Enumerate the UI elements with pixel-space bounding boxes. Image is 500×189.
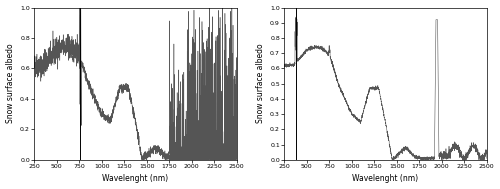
Y-axis label: Snow surface albedo: Snow surface albedo (256, 44, 264, 123)
Y-axis label: Snow surface albedo: Snow surface albedo (6, 44, 15, 123)
X-axis label: Wavelenght (nm): Wavelenght (nm) (102, 174, 168, 184)
X-axis label: Wavelenght (nm): Wavelenght (nm) (352, 174, 418, 184)
